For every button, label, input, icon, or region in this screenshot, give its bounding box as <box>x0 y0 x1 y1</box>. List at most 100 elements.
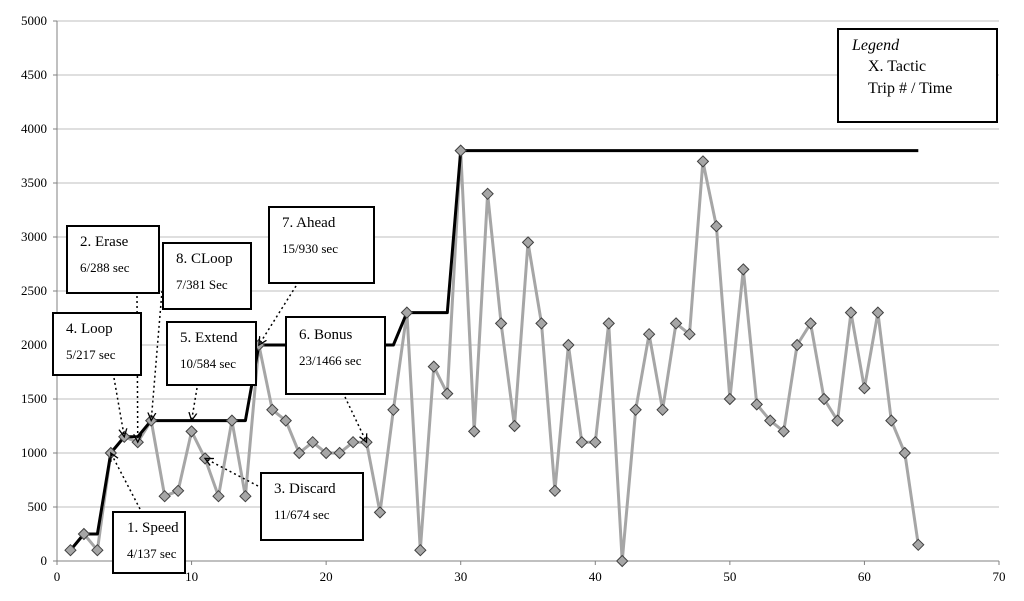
annotation-extend-detail: 10/584 sec <box>180 356 236 371</box>
y-tick-label: 2500 <box>21 283 47 298</box>
annotation-cloop-title: 8. CLoop <box>176 251 233 267</box>
annotation-erase-detail: 6/288 sec <box>80 260 130 275</box>
data-point-marker <box>710 219 723 233</box>
data-point-marker <box>871 306 885 319</box>
annotation-erase-title: 2. Erase <box>80 234 129 250</box>
data-point-marker <box>373 506 387 519</box>
data-point-marker <box>521 236 535 249</box>
data-markers <box>64 144 925 568</box>
data-point-marker <box>508 419 521 433</box>
data-point-marker <box>844 306 858 319</box>
x-tick-label: 0 <box>54 569 61 584</box>
y-tick-label: 2000 <box>21 337 47 352</box>
legend-line-trip-time: Trip # / Time <box>868 80 953 97</box>
annotation-discard: 3. Discard 11/674 sec <box>260 472 364 541</box>
data-point-marker <box>737 263 750 276</box>
annotation-discard-title: 3. Discard <box>274 481 336 497</box>
y-tick-label: 5000 <box>21 13 47 28</box>
y-tick-label: 0 <box>41 553 48 568</box>
data-point-marker <box>306 435 319 449</box>
data-point-marker <box>266 403 279 417</box>
data-point-marker <box>279 414 292 427</box>
annotation-arrow-loop <box>113 377 124 437</box>
data-point-marker <box>64 543 77 557</box>
data-point-marker <box>669 317 683 330</box>
data-point-marker <box>293 446 306 460</box>
data-point-marker <box>602 317 615 330</box>
data-point-marker <box>912 538 925 552</box>
annotation-arrow-ahead <box>259 285 297 345</box>
y-tick-label: 4000 <box>21 121 47 136</box>
annotation-cloop: 8. CLoop 7/381 Sec <box>162 242 252 310</box>
data-point-marker <box>575 435 589 449</box>
data-point-marker <box>683 327 696 341</box>
annotation-cloop-detail: 7/381 Sec <box>176 277 228 292</box>
data-point-marker <box>696 155 710 168</box>
data-point-marker <box>171 484 185 498</box>
data-point-marker <box>427 360 441 373</box>
annotation-discard-detail: 11/674 sec <box>274 507 330 522</box>
annotation-erase: 2. Erase 6/288 sec <box>66 225 160 294</box>
annotation-arrow-bonus <box>344 396 367 442</box>
annotation-bonus: 6. Bonus 23/1466 sec <box>285 316 386 395</box>
data-point-marker <box>642 327 656 341</box>
data-point-marker <box>441 387 454 400</box>
y-tick-label: 500 <box>28 499 48 514</box>
data-point-marker <box>898 446 912 460</box>
x-tick-label: 60 <box>858 569 871 584</box>
annotation-arrow-speed <box>111 453 141 510</box>
annotation-speed-title: 1. Speed <box>127 520 179 536</box>
series-line-gray <box>69 149 920 563</box>
data-point-marker <box>656 403 669 417</box>
data-point-marker <box>225 414 239 427</box>
data-point-marker <box>346 435 360 449</box>
annotation-loop: 4. Loop 5/217 sec <box>52 312 142 376</box>
data-point-marker <box>158 489 171 503</box>
y-tick-label: 1500 <box>21 391 47 406</box>
x-tick-label: 70 <box>993 569 1006 584</box>
data-point-marker <box>481 187 494 201</box>
data-point-marker <box>185 425 198 438</box>
data-point-marker <box>77 527 91 541</box>
data-point-marker <box>589 435 602 449</box>
data-point-marker <box>494 317 508 330</box>
data-point-marker <box>790 338 804 352</box>
legend: Legend X. Tactic Trip # / Time <box>837 28 998 123</box>
annotation-extend: 5. Extend 10/584 sec <box>166 321 257 386</box>
data-point-marker <box>319 446 333 460</box>
data-point-marker <box>764 414 777 427</box>
annotation-arrow-cloop <box>151 290 163 421</box>
data-point-marker <box>239 489 252 503</box>
annotation-loop-title: 4. Loop <box>66 321 113 337</box>
data-point-marker <box>777 425 790 438</box>
x-tick-label: 20 <box>320 569 333 584</box>
y-tick-label: 3000 <box>21 229 47 244</box>
data-point-marker <box>629 403 642 417</box>
data-point-marker <box>831 414 844 427</box>
annotation-speed-detail: 4/137 sec <box>127 546 177 561</box>
annotation-arrow-extend <box>192 387 198 421</box>
annotation-arrow-erase <box>137 295 138 442</box>
data-point-marker <box>387 403 400 417</box>
data-point-marker <box>804 317 817 330</box>
data-point-marker <box>750 398 763 411</box>
annotation-ahead-title: 7. Ahead <box>282 215 336 231</box>
data-point-marker <box>562 338 575 352</box>
annotation-ahead-detail: 15/930 sec <box>282 241 338 256</box>
x-tick-label: 30 <box>454 569 467 584</box>
data-point-marker <box>91 543 104 557</box>
annotation-ahead: 7. Ahead 15/930 sec <box>268 206 375 284</box>
legend-title: Legend <box>852 37 900 54</box>
annotation-arrows <box>111 285 367 510</box>
data-point-marker <box>723 392 737 406</box>
data-point-marker <box>548 484 562 498</box>
x-tick-label: 50 <box>723 569 736 584</box>
legend-line-tactic: X. Tactic <box>868 58 927 75</box>
x-tick-label: 40 <box>589 569 602 584</box>
annotation-speed: 1. Speed 4/137 sec <box>112 511 186 574</box>
annotation-extend-title: 5. Extend <box>180 330 238 346</box>
data-point-marker <box>467 425 481 438</box>
annotation-bonus-title: 6. Bonus <box>299 327 353 343</box>
y-tick-label: 3500 <box>21 175 47 190</box>
